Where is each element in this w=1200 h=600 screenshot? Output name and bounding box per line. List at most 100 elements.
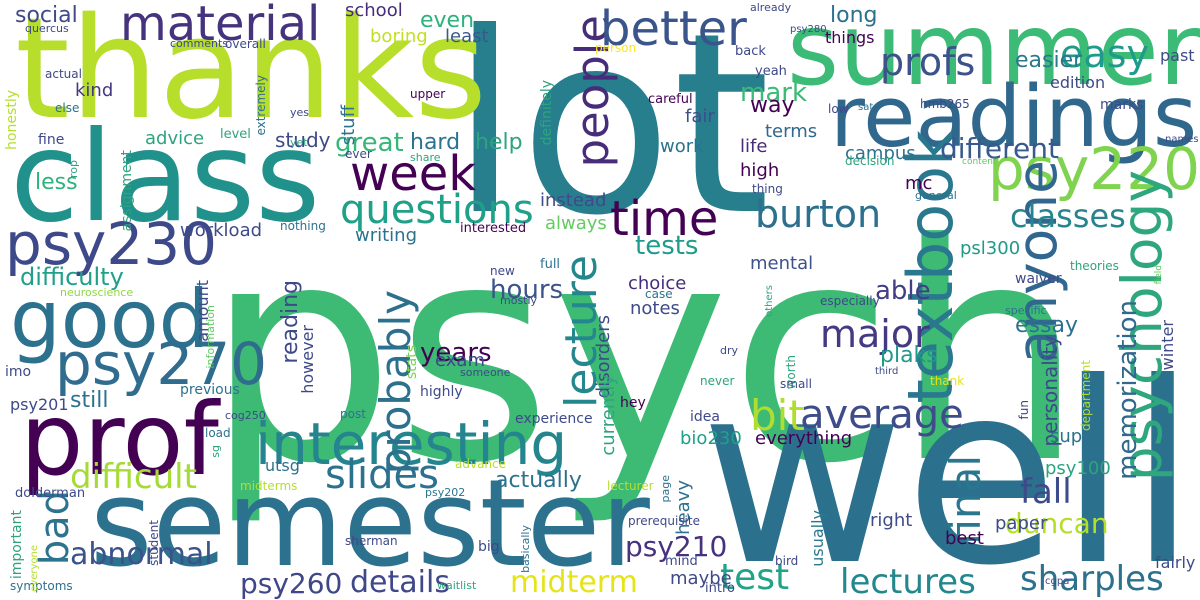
word-school: school [345, 0, 403, 21]
word-back: back [735, 44, 766, 59]
word-right: right [870, 510, 913, 531]
word-post: post [340, 407, 366, 421]
word-yet: yet [290, 136, 308, 149]
word-theories: theories [1070, 259, 1119, 273]
word-details: details [350, 565, 450, 600]
word-help: help [475, 130, 523, 155]
word-usually: usually [808, 510, 827, 567]
word-thanks: thanks [15, 0, 488, 151]
word-workload: workload [180, 220, 263, 241]
word-well: well [700, 329, 1198, 600]
word-best: best [945, 528, 984, 549]
word-cog250: cog250 [225, 409, 266, 422]
word-classes: classes [1010, 197, 1126, 235]
word-never: never [700, 374, 735, 388]
word-honestly: honestly [4, 90, 20, 150]
word-hmb265: hmb265 [920, 97, 970, 111]
word-slides: slides [325, 452, 439, 498]
word-still: still [70, 388, 109, 413]
word-boring: boring [370, 26, 428, 47]
word-things: things [825, 28, 875, 47]
word-utsg: utsg [265, 456, 300, 475]
word-high: high [740, 160, 780, 181]
word-basically: basically [519, 525, 532, 573]
word-highly: highly [420, 384, 463, 400]
word-however: however [298, 325, 317, 394]
word-definitely: definitely [539, 80, 555, 146]
word-already: already [750, 1, 792, 14]
word-social: social [15, 3, 78, 28]
word-field: field [1154, 265, 1164, 285]
word-burton: burton [755, 192, 882, 236]
word-third: third [875, 366, 899, 377]
word-material: material [120, 0, 321, 52]
word-notes: notes [630, 298, 680, 319]
word-difficult: difficult [70, 457, 197, 497]
word-psy202: psy202 [425, 486, 466, 499]
word-mental: mental [750, 253, 814, 274]
word-week: week [350, 146, 477, 202]
word-interested: interested [460, 221, 527, 236]
word-student: student [147, 520, 161, 566]
word-midterm: midterm [510, 565, 638, 600]
word-thank: thank [930, 374, 965, 388]
word-quercus: quercus [25, 22, 69, 35]
word-full: full [540, 257, 561, 272]
word-names: names [1165, 134, 1199, 145]
word-probably: probably [371, 290, 420, 475]
word-bio230: bio230 [680, 428, 742, 449]
word-maybe: maybe [670, 568, 732, 589]
word-past: past [1160, 46, 1195, 65]
word-exam: exam [435, 350, 485, 371]
word-department: department [1079, 360, 1093, 431]
word-everything: everything [755, 428, 853, 449]
word-prerequisite: prerequisite [628, 514, 700, 528]
word-waiver: waiver [1015, 271, 1062, 287]
word-previous: previous [180, 382, 240, 398]
word-bad: bad [32, 490, 78, 566]
word-experience: experience [515, 411, 593, 427]
word-work: work [660, 136, 704, 157]
word-bit: bit [750, 391, 805, 440]
word-lectures: lectures [840, 562, 976, 600]
word-small: small [780, 377, 812, 391]
word-neuroscience: neuroscience [60, 286, 134, 299]
word-writing: writing [355, 225, 418, 246]
word-yeah: yeah [755, 64, 787, 79]
word-super: super [1050, 426, 1101, 447]
word-decision: decision [845, 154, 895, 168]
word-nothing: nothing [280, 219, 326, 233]
word-hey: hey [620, 395, 646, 411]
word-mark: mark [740, 78, 808, 108]
word-lecturer: lecturer [607, 479, 654, 493]
word-general: general [915, 189, 957, 202]
word-new: new [490, 264, 515, 278]
word-good: good [10, 273, 210, 366]
word-waitlist: waitlist [437, 579, 477, 592]
word-campus: campus [845, 143, 916, 164]
word-midterms: midterms [240, 479, 298, 493]
word-person: person [595, 41, 637, 55]
word-lot: lot [450, 0, 771, 270]
word-summer: summer [787, 0, 1200, 108]
word-important: important [9, 510, 25, 580]
word-easier: easier [1015, 48, 1083, 73]
word-sherman: sherman [345, 534, 398, 548]
word-sharples: sharples [1020, 559, 1164, 599]
word-level: level [220, 127, 251, 142]
word-intro: intro [705, 581, 735, 596]
word-always: always [545, 213, 607, 234]
word-information: information [204, 305, 217, 369]
word-fairly: fairly [1155, 553, 1196, 572]
word-long: long [830, 3, 878, 28]
word-bird: bird [775, 554, 799, 568]
word-stuff: stuff [338, 105, 359, 146]
word-psl300: psl300 [960, 238, 1021, 259]
word-tests: tests [635, 231, 699, 261]
word-symptoms: symptoms [10, 579, 73, 593]
word-everyone: everyone [29, 545, 40, 592]
word-actually: actually [495, 468, 582, 493]
word-winter: winter [1158, 320, 1177, 371]
word-plaks: plaks [880, 343, 938, 368]
